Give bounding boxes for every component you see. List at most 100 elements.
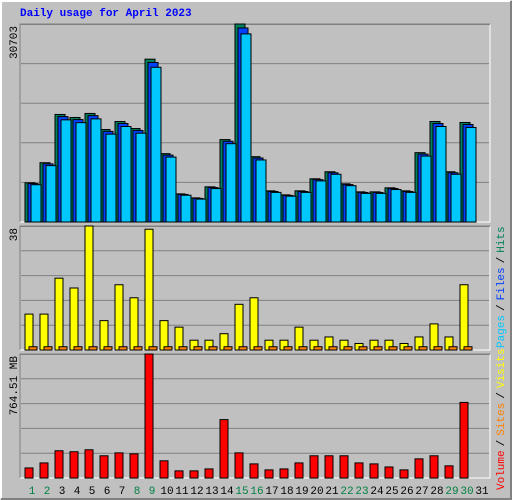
bar bbox=[403, 346, 413, 351]
x-tick-label: 31 bbox=[475, 486, 489, 498]
bar bbox=[390, 189, 402, 223]
bar bbox=[345, 185, 357, 223]
legend: Volume / Sites / Visits bbox=[496, 349, 508, 490]
bar bbox=[88, 346, 98, 351]
legend-entry: Hits bbox=[496, 226, 508, 252]
bar bbox=[133, 346, 143, 351]
bar bbox=[99, 320, 109, 351]
bar bbox=[189, 470, 199, 479]
x-tick-label: 7 bbox=[119, 486, 126, 498]
bar bbox=[103, 346, 113, 351]
x-tick-label: 26 bbox=[400, 486, 413, 498]
bar bbox=[429, 455, 439, 479]
bar bbox=[75, 122, 87, 223]
bar bbox=[30, 184, 42, 223]
bar bbox=[45, 165, 57, 223]
legend: Pages / Files / Hits bbox=[496, 226, 508, 348]
bar bbox=[148, 346, 158, 351]
bar bbox=[450, 173, 462, 223]
bar bbox=[90, 118, 102, 223]
bar bbox=[309, 455, 319, 479]
x-tick-label: 2 bbox=[44, 486, 51, 498]
x-tick-label: 18 bbox=[280, 486, 293, 498]
bar bbox=[373, 346, 383, 351]
bar bbox=[249, 463, 259, 479]
bar bbox=[178, 346, 188, 351]
bar bbox=[58, 346, 68, 351]
chart-title: Daily usage for April 2023 bbox=[20, 8, 192, 20]
bar bbox=[315, 180, 327, 223]
bar bbox=[120, 125, 132, 223]
bar bbox=[429, 323, 439, 351]
legend-separator: / bbox=[496, 392, 508, 399]
bar bbox=[360, 192, 372, 223]
bar bbox=[135, 132, 147, 223]
bar bbox=[144, 353, 154, 479]
x-tick-label: 27 bbox=[415, 486, 428, 498]
bar bbox=[298, 346, 308, 351]
legend-separator: / bbox=[496, 440, 508, 447]
bar bbox=[433, 346, 443, 351]
legend-entry: Visits bbox=[496, 349, 508, 389]
x-tick-label: 23 bbox=[355, 486, 368, 498]
x-tick-label: 21 bbox=[325, 486, 339, 498]
y-tick-label: 30703 bbox=[9, 26, 21, 59]
bar bbox=[414, 458, 424, 479]
x-tick-label: 13 bbox=[205, 486, 218, 498]
x-tick-label: 4 bbox=[74, 486, 81, 498]
bar bbox=[420, 155, 432, 223]
legend-separator: / bbox=[496, 257, 508, 264]
bar bbox=[405, 191, 417, 223]
bar bbox=[118, 346, 128, 351]
bar bbox=[249, 297, 259, 351]
bar bbox=[294, 462, 304, 479]
bar bbox=[448, 346, 458, 351]
bar bbox=[240, 33, 252, 223]
x-tick-label: 28 bbox=[430, 486, 443, 498]
bar bbox=[234, 452, 244, 479]
x-tick-label: 10 bbox=[160, 486, 173, 498]
x-tick-label: 8 bbox=[134, 486, 141, 498]
bar bbox=[264, 469, 274, 479]
bar bbox=[253, 346, 263, 351]
bar bbox=[388, 346, 398, 351]
legend-entry: Pages bbox=[496, 315, 508, 348]
bar bbox=[339, 455, 349, 479]
bar bbox=[369, 463, 379, 479]
bar bbox=[105, 133, 117, 223]
x-tick-label: 22 bbox=[340, 486, 353, 498]
bar bbox=[159, 320, 169, 351]
bar bbox=[375, 192, 387, 223]
bar bbox=[354, 462, 364, 479]
bar bbox=[300, 191, 312, 223]
bar bbox=[330, 173, 342, 223]
bar bbox=[144, 228, 154, 351]
bar bbox=[73, 346, 83, 351]
bar bbox=[225, 143, 237, 223]
bar bbox=[328, 346, 338, 351]
bar bbox=[39, 462, 49, 479]
x-tick-label: 30 bbox=[460, 486, 473, 498]
bar bbox=[54, 277, 64, 351]
bar bbox=[270, 191, 282, 223]
bar bbox=[204, 468, 214, 479]
bar bbox=[129, 453, 139, 479]
x-tick-label: 9 bbox=[149, 486, 156, 498]
x-tick-label: 16 bbox=[250, 486, 263, 498]
bar bbox=[84, 225, 94, 351]
bar bbox=[39, 313, 49, 351]
bar bbox=[195, 198, 207, 223]
bar bbox=[69, 451, 79, 479]
bar bbox=[418, 346, 428, 351]
bar bbox=[358, 346, 368, 351]
x-tick-label: 12 bbox=[190, 486, 203, 498]
bar bbox=[435, 125, 447, 223]
x-tick-label: 15 bbox=[235, 486, 248, 498]
bar bbox=[208, 346, 218, 351]
x-tick-label: 29 bbox=[445, 486, 458, 498]
bar bbox=[150, 66, 162, 223]
bar bbox=[234, 303, 244, 351]
x-tick-label: 17 bbox=[265, 486, 278, 498]
